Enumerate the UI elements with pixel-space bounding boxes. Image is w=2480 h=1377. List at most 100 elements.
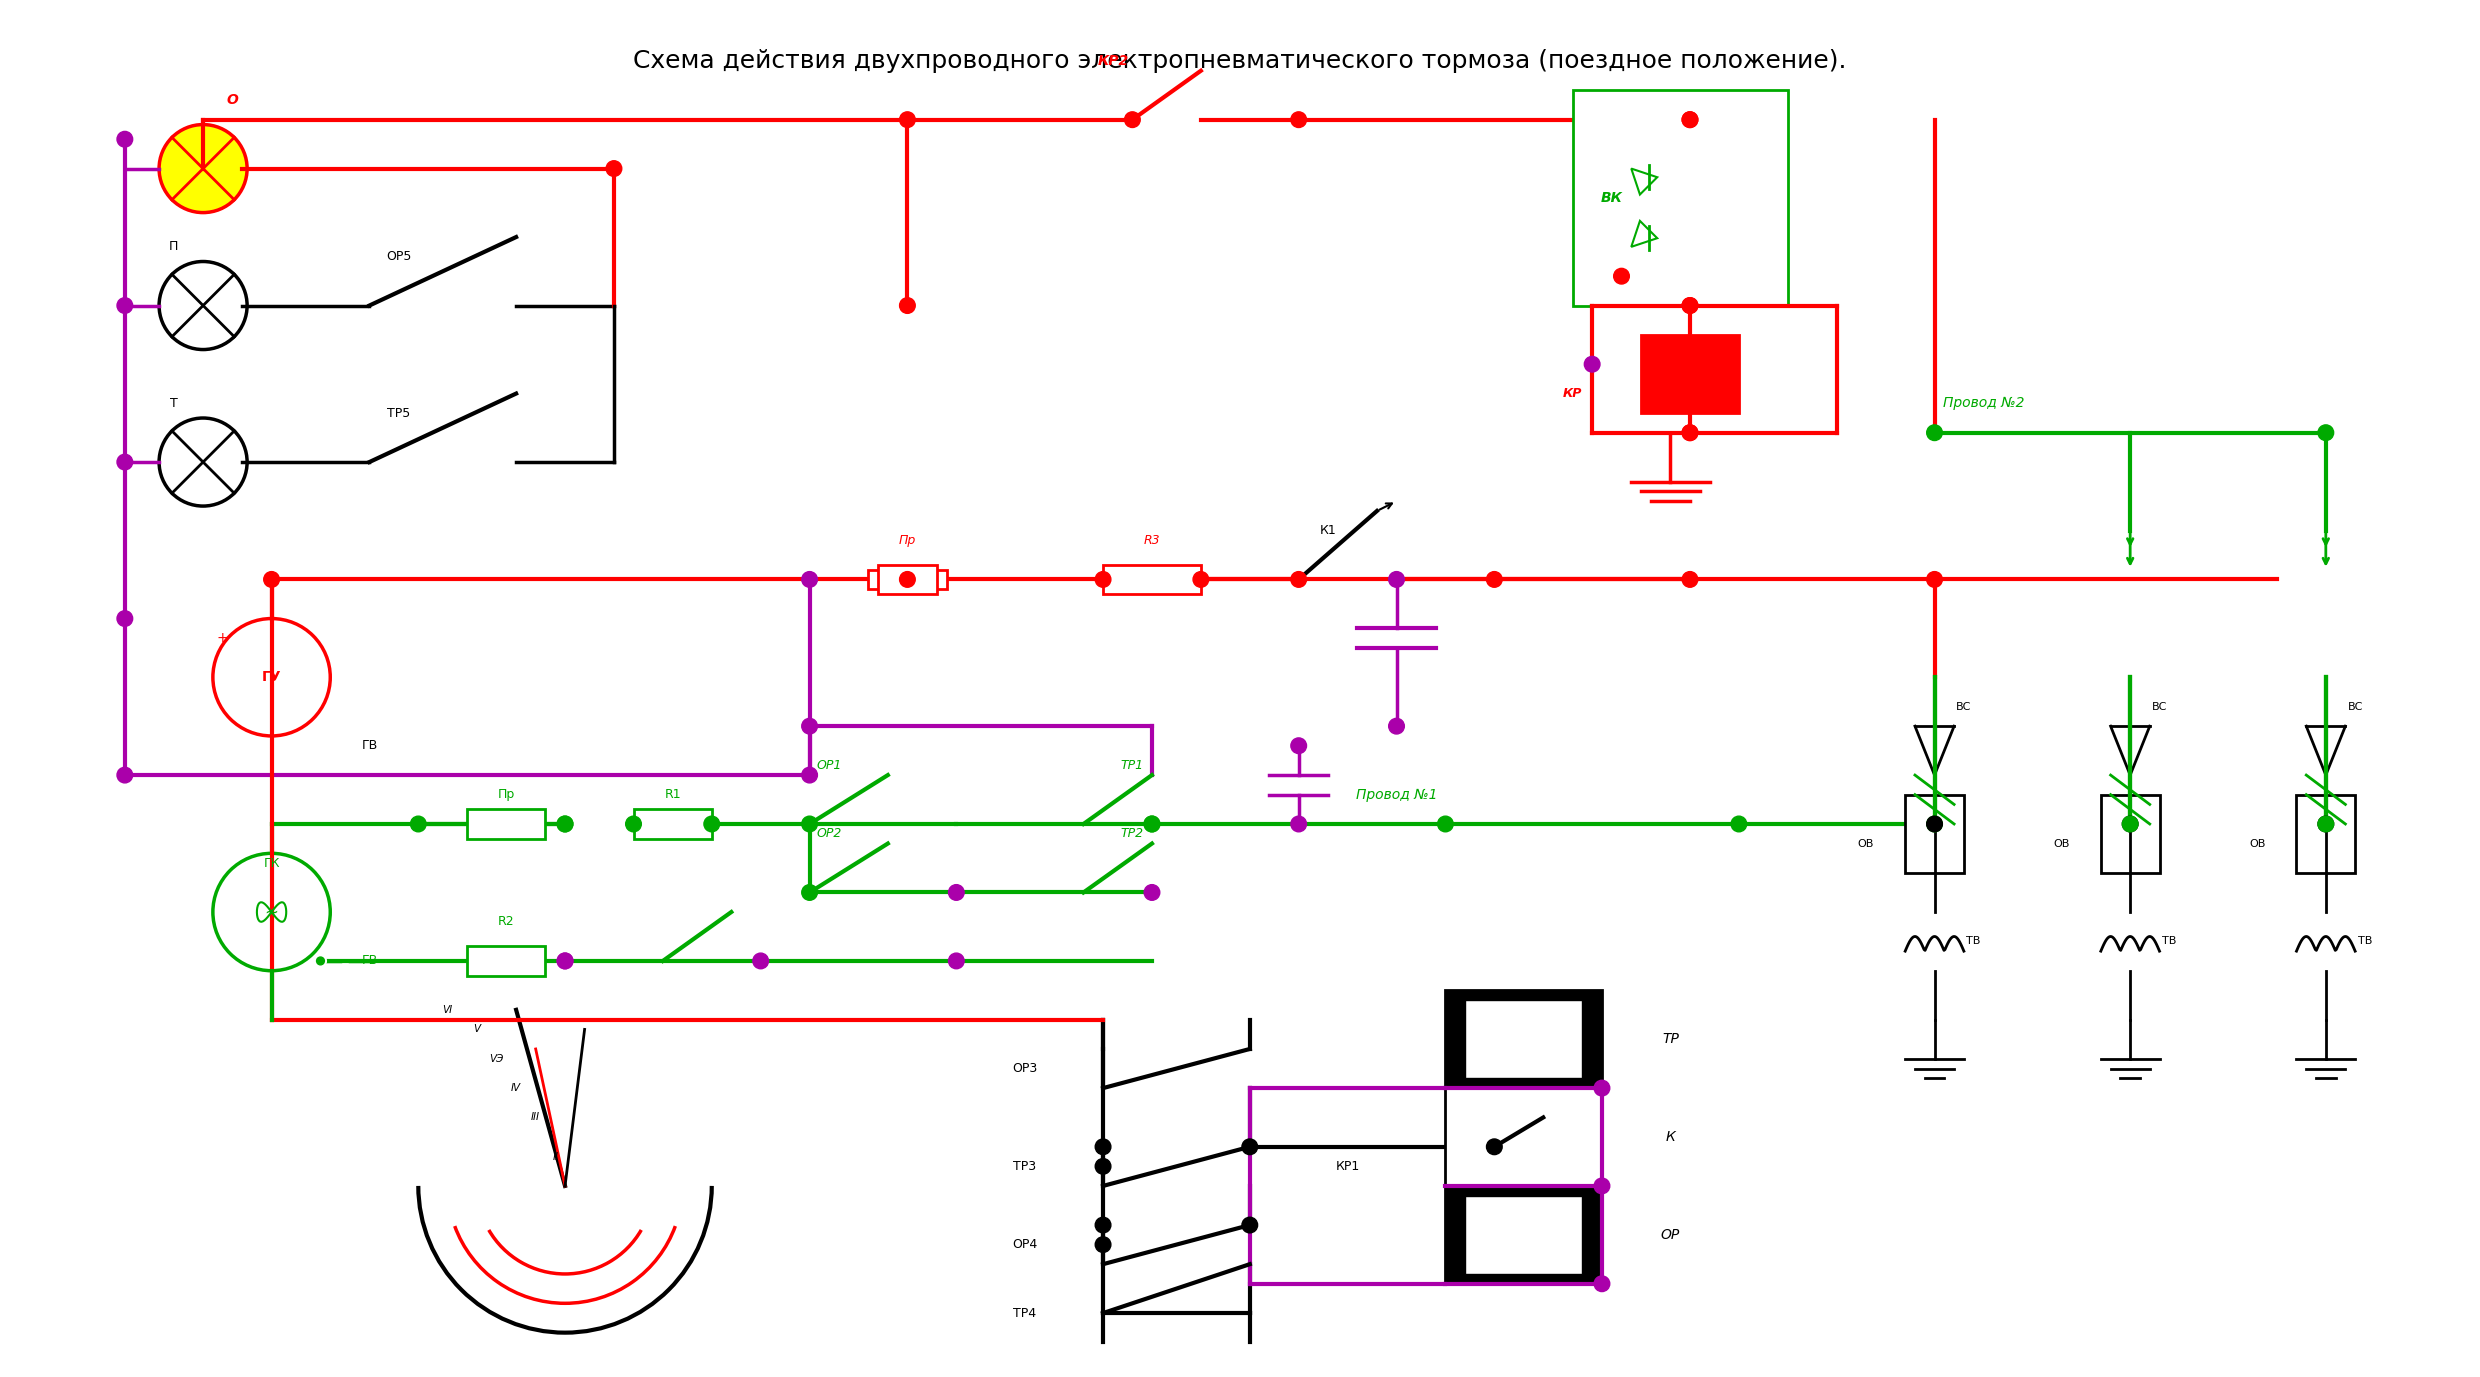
Text: ОР4: ОР4: [1012, 1238, 1037, 1252]
Circle shape: [2319, 425, 2334, 441]
Circle shape: [1292, 817, 1307, 832]
Circle shape: [625, 817, 642, 832]
Circle shape: [263, 571, 280, 587]
Circle shape: [315, 956, 327, 967]
Circle shape: [412, 817, 427, 832]
Text: П: П: [169, 241, 179, 253]
Circle shape: [1242, 1139, 1257, 1155]
Text: ГК: ГК: [263, 856, 280, 870]
Circle shape: [213, 618, 330, 735]
Circle shape: [1927, 425, 1942, 441]
Text: Схема действия двухпроводного электропневматического тормоза (поездное положение: Схема действия двухпроводного электропне…: [632, 50, 1848, 73]
Text: ОВ: ОВ: [1858, 839, 1875, 848]
Text: ТР4: ТР4: [1014, 1307, 1037, 1319]
Bar: [632, 810, 712, 839]
Circle shape: [1595, 1179, 1610, 1194]
Circle shape: [900, 112, 915, 128]
Bar: [1446, 1088, 1602, 1186]
Bar: [1466, 1195, 1582, 1274]
Text: Провод №2: Провод №2: [1942, 397, 2024, 410]
Circle shape: [1585, 357, 1600, 372]
Circle shape: [558, 817, 573, 832]
Text: ОВ: ОВ: [2053, 839, 2071, 848]
Circle shape: [1927, 571, 1942, 587]
Text: О: О: [226, 94, 238, 107]
Circle shape: [1681, 425, 1699, 441]
Circle shape: [117, 767, 131, 784]
Circle shape: [1143, 817, 1161, 832]
Circle shape: [558, 817, 573, 832]
Text: Пр: Пр: [498, 788, 516, 801]
Circle shape: [801, 884, 818, 901]
Text: ВС: ВС: [2153, 702, 2168, 712]
Circle shape: [1681, 297, 1699, 314]
Circle shape: [1096, 1237, 1111, 1253]
Text: ТВ: ТВ: [1967, 936, 1982, 946]
Circle shape: [1681, 112, 1699, 128]
Circle shape: [159, 124, 248, 212]
Text: КР2: КР2: [1096, 54, 1128, 67]
Circle shape: [117, 297, 131, 314]
Bar: [1905, 795, 1964, 873]
Text: R3: R3: [1143, 534, 1161, 547]
Text: ОР3: ОР3: [1012, 1062, 1037, 1075]
Circle shape: [1486, 1139, 1503, 1155]
Circle shape: [1193, 571, 1208, 587]
Polygon shape: [1632, 168, 1657, 194]
Text: ТВ: ТВ: [2163, 936, 2177, 946]
Text: ТР3: ТР3: [1014, 1159, 1037, 1173]
Circle shape: [1595, 1081, 1610, 1096]
Circle shape: [1292, 112, 1307, 128]
Circle shape: [1096, 571, 1111, 587]
Circle shape: [801, 719, 818, 734]
Text: ВК: ВК: [1600, 191, 1622, 205]
Circle shape: [1096, 1217, 1111, 1232]
Bar: [1572, 91, 1788, 306]
Circle shape: [117, 131, 131, 147]
Text: КР1: КР1: [1334, 1159, 1359, 1173]
Bar: [466, 810, 546, 839]
Circle shape: [900, 571, 915, 587]
Circle shape: [1123, 112, 1141, 128]
Bar: [868, 570, 947, 589]
Circle shape: [1681, 297, 1699, 314]
Circle shape: [2319, 817, 2334, 832]
Text: Т: Т: [169, 397, 179, 410]
Circle shape: [117, 611, 131, 627]
Text: КР: КР: [1562, 387, 1582, 401]
Text: ГВ: ГВ: [362, 954, 377, 968]
Text: ОВ: ОВ: [2249, 839, 2267, 848]
Bar: [2296, 795, 2356, 873]
Circle shape: [1096, 1158, 1111, 1175]
Text: ВС: ВС: [1957, 702, 1972, 712]
Circle shape: [1292, 738, 1307, 753]
Text: Пр: Пр: [898, 534, 915, 547]
Circle shape: [1143, 884, 1161, 901]
Circle shape: [704, 817, 719, 832]
Circle shape: [947, 953, 965, 969]
Circle shape: [1681, 112, 1699, 128]
Circle shape: [2319, 817, 2334, 832]
Circle shape: [1389, 719, 1404, 734]
Circle shape: [1486, 571, 1503, 587]
Text: ГВ: ГВ: [362, 739, 377, 752]
Bar: [878, 565, 937, 593]
Text: R2: R2: [498, 916, 516, 928]
Bar: [466, 946, 546, 976]
Circle shape: [1242, 1217, 1257, 1232]
Circle shape: [159, 419, 248, 507]
Text: VI: VI: [441, 1005, 454, 1015]
Text: III: III: [531, 1113, 541, 1122]
Circle shape: [801, 767, 818, 784]
Text: ТР1: ТР1: [1121, 759, 1143, 771]
Circle shape: [1292, 571, 1307, 587]
Circle shape: [1681, 571, 1699, 587]
Circle shape: [947, 884, 965, 901]
Text: IV: IV: [511, 1084, 521, 1093]
Circle shape: [317, 957, 325, 965]
Circle shape: [117, 454, 131, 470]
Circle shape: [1595, 1276, 1610, 1292]
Circle shape: [1927, 817, 1942, 832]
Circle shape: [159, 262, 248, 350]
Text: ТР5: ТР5: [387, 406, 409, 420]
